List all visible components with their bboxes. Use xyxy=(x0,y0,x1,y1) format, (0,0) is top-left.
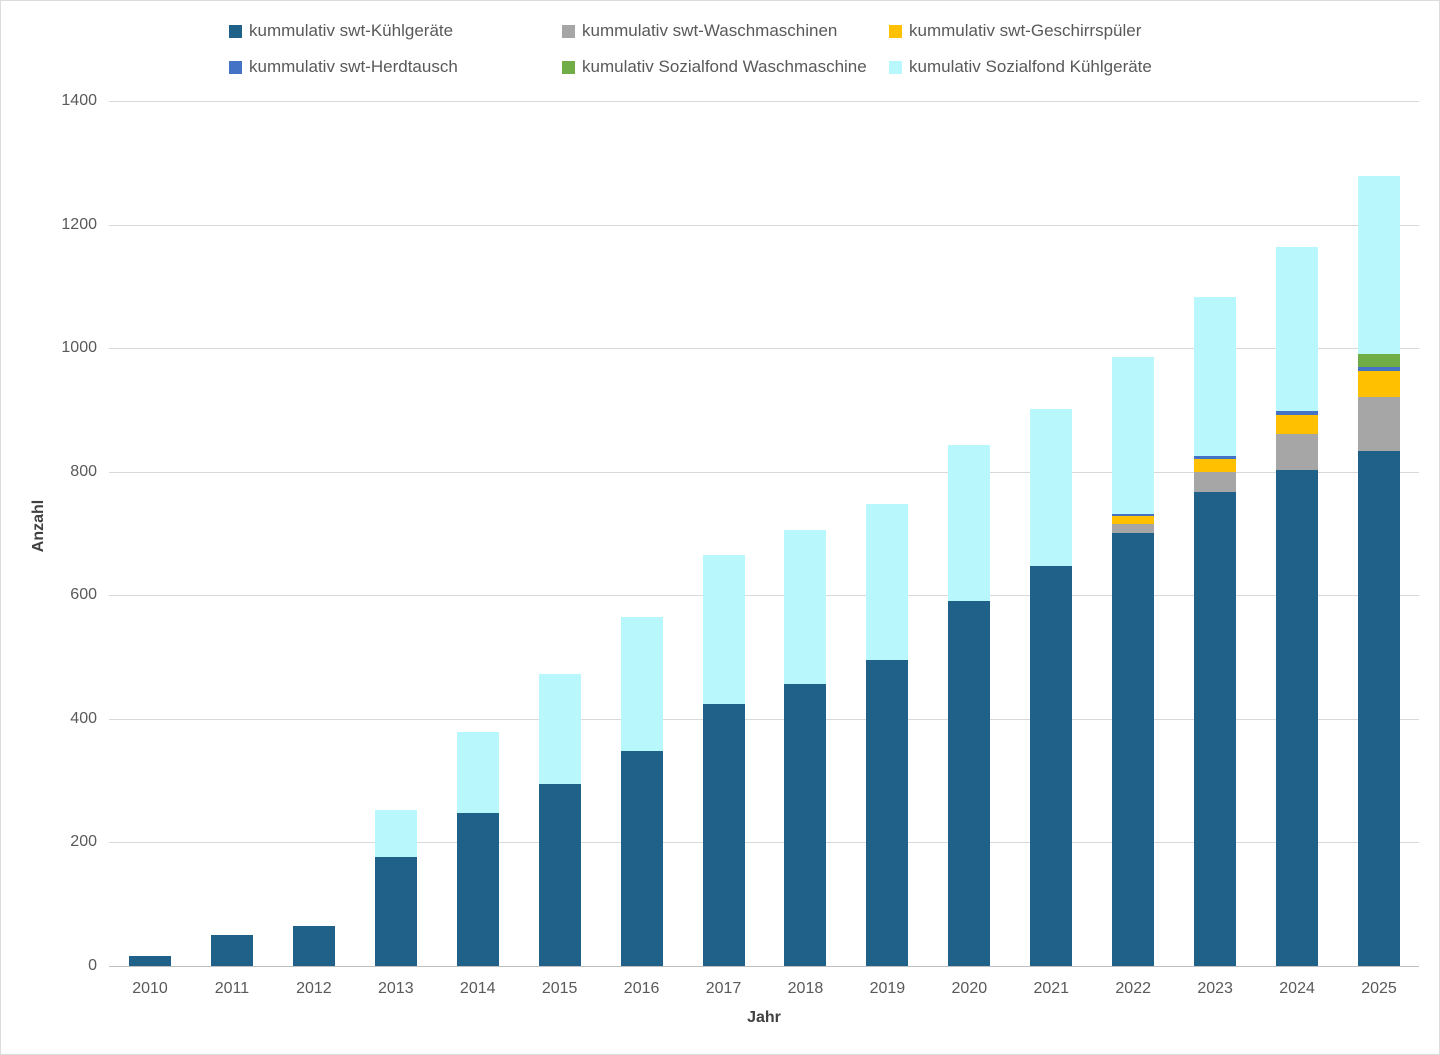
bar-segment-series2-2023 xyxy=(1194,458,1237,472)
x-tick-label-2015: 2015 xyxy=(541,980,578,997)
x-axis-line xyxy=(109,966,1419,967)
legend-item-4: kumulativ Sozialfond Waschmaschine xyxy=(562,57,867,76)
legend-swatch-icon xyxy=(229,60,242,74)
legend-item-3: kummulativ swt-Herdtausch xyxy=(229,57,458,76)
legend-item-1: kummulativ swt-Waschmaschinen xyxy=(562,21,838,40)
legend-swatch-icon xyxy=(562,60,575,74)
y-gridline-1400 xyxy=(109,101,1419,102)
legend-item-0: kummulativ swt-Kühlgeräte xyxy=(229,21,454,40)
x-tick-label-2012: 2012 xyxy=(296,980,332,997)
legend-label: kumulativ Sozialfond Waschmaschine xyxy=(582,57,867,76)
bar-segment-series5-2013 xyxy=(374,809,417,858)
bar-segment-series0-2012 xyxy=(292,925,335,966)
y-gridline-600 xyxy=(109,595,1419,597)
bar-segment-series0-2016 xyxy=(620,750,663,966)
y-gridline-1200 xyxy=(109,224,1419,226)
y-tick-label-800: 800 xyxy=(70,462,97,480)
x-tick-label-2011: 2011 xyxy=(214,980,250,997)
x-tick-label-2018: 2018 xyxy=(787,980,824,997)
bar-segment-series5-2018 xyxy=(784,529,827,685)
y-gridline-200 xyxy=(109,842,1419,844)
bar-segment-series3-2022 xyxy=(1112,513,1155,516)
bar-segment-series5-2022 xyxy=(1112,357,1155,514)
bar-segment-series1-2023 xyxy=(1194,471,1237,493)
legend-label: kummulativ swt-Herdtausch xyxy=(249,57,458,76)
bar-segment-series0-2014 xyxy=(456,812,499,966)
y-tick-label-1200: 1200 xyxy=(61,215,97,233)
bar-segment-series0-2025 xyxy=(1358,450,1400,966)
legend-swatch-icon xyxy=(562,24,575,38)
bar-segment-series1-2022 xyxy=(1112,523,1155,533)
legend-item-5: kumulativ Sozialfond Kühlgeräte xyxy=(889,57,1152,76)
bar-segment-series5-2016 xyxy=(620,616,663,751)
legend-swatch-icon xyxy=(889,24,902,38)
bar-segment-series5-2021 xyxy=(1030,409,1073,567)
bar-segment-series5-2023 xyxy=(1194,296,1237,456)
x-tick-label-2020: 2020 xyxy=(951,980,988,997)
y-tick-label-400: 400 xyxy=(70,709,97,727)
x-axis-title: Jahr xyxy=(747,1009,781,1026)
legend-swatch-icon xyxy=(229,24,242,38)
x-tick-label-2016: 2016 xyxy=(623,980,660,997)
x-tick-label-2025: 2025 xyxy=(1361,980,1397,997)
legend-label: kummulativ swt-Geschirrspüler xyxy=(909,21,1142,40)
bar-segment-series5-2017 xyxy=(702,554,745,705)
x-tick-label-2014: 2014 xyxy=(459,980,496,997)
legend-label: kumulativ Sozialfond Kühlgeräte xyxy=(909,57,1152,76)
bar-segment-series5-2019 xyxy=(866,504,909,660)
x-tick-label-2024: 2024 xyxy=(1279,980,1315,997)
bar-segment-series3-2024 xyxy=(1276,411,1319,415)
y-gridline-800 xyxy=(109,471,1419,473)
legend-swatch-icon xyxy=(889,60,902,74)
x-tick-label-2023: 2023 xyxy=(1197,980,1233,997)
y-tick-label-0: 0 xyxy=(88,957,97,974)
y-gridline-400 xyxy=(109,718,1419,720)
legend-item-2: kummulativ swt-Geschirrspüler xyxy=(889,21,1142,40)
x-tick-label-2022: 2022 xyxy=(1115,980,1151,997)
bar-segment-series2-2025 xyxy=(1358,371,1400,397)
bar-segment-series0-2015 xyxy=(538,783,581,966)
bar-segment-series4-2025 xyxy=(1358,354,1400,367)
y-gridline-1000 xyxy=(109,348,1419,350)
y-tick-label-1400: 1400 xyxy=(61,92,97,109)
bar-segment-series5-2024 xyxy=(1276,246,1319,412)
y-tick-label-200: 200 xyxy=(70,833,97,851)
bar-segment-series0-2017 xyxy=(702,704,745,966)
y-tick-label-600: 600 xyxy=(70,586,97,604)
y-tick-label-1000: 1000 xyxy=(61,339,97,357)
bar-segment-series5-2020 xyxy=(948,445,991,602)
bar-segment-series0-2024 xyxy=(1276,469,1319,966)
x-tick-label-2019: 2019 xyxy=(869,980,906,997)
legend-label: kummulativ swt-Kühlgeräte xyxy=(249,21,454,40)
bar-segment-series3-2023 xyxy=(1194,455,1237,459)
bar-segment-series0-2022 xyxy=(1112,532,1155,966)
bar-segment-series5-2025 xyxy=(1358,176,1400,355)
bar-segment-series3-2025 xyxy=(1358,366,1400,371)
bar-segment-series0-2019 xyxy=(866,659,909,966)
bar-segment-series1-2025 xyxy=(1358,396,1400,451)
bar-segment-series0-2021 xyxy=(1030,566,1073,966)
bar-segment-series5-2014 xyxy=(456,732,499,813)
x-tick-label-2017: 2017 xyxy=(705,980,742,997)
bar-segment-series0-2011 xyxy=(210,935,253,966)
bar-segment-series2-2022 xyxy=(1112,515,1155,524)
x-tick-label-2010: 2010 xyxy=(132,980,168,997)
bar-segment-series1-2024 xyxy=(1276,434,1319,470)
bar-segment-series2-2024 xyxy=(1276,414,1319,434)
x-tick-label-2021: 2021 xyxy=(1033,980,1070,997)
bar-segment-series5-2015 xyxy=(538,673,581,784)
bar-segment-series0-2023 xyxy=(1194,492,1237,966)
x-tick-label-2013: 2013 xyxy=(378,980,414,997)
legend-label: kummulativ swt-Waschmaschinen xyxy=(582,21,838,40)
bar-segment-series0-2020 xyxy=(948,601,991,966)
bar-segment-series0-2013 xyxy=(374,857,417,966)
y-axis-title: Anzahl xyxy=(30,499,47,553)
bar-segment-series0-2010 xyxy=(129,956,171,966)
bar-segment-series0-2018 xyxy=(784,684,827,966)
